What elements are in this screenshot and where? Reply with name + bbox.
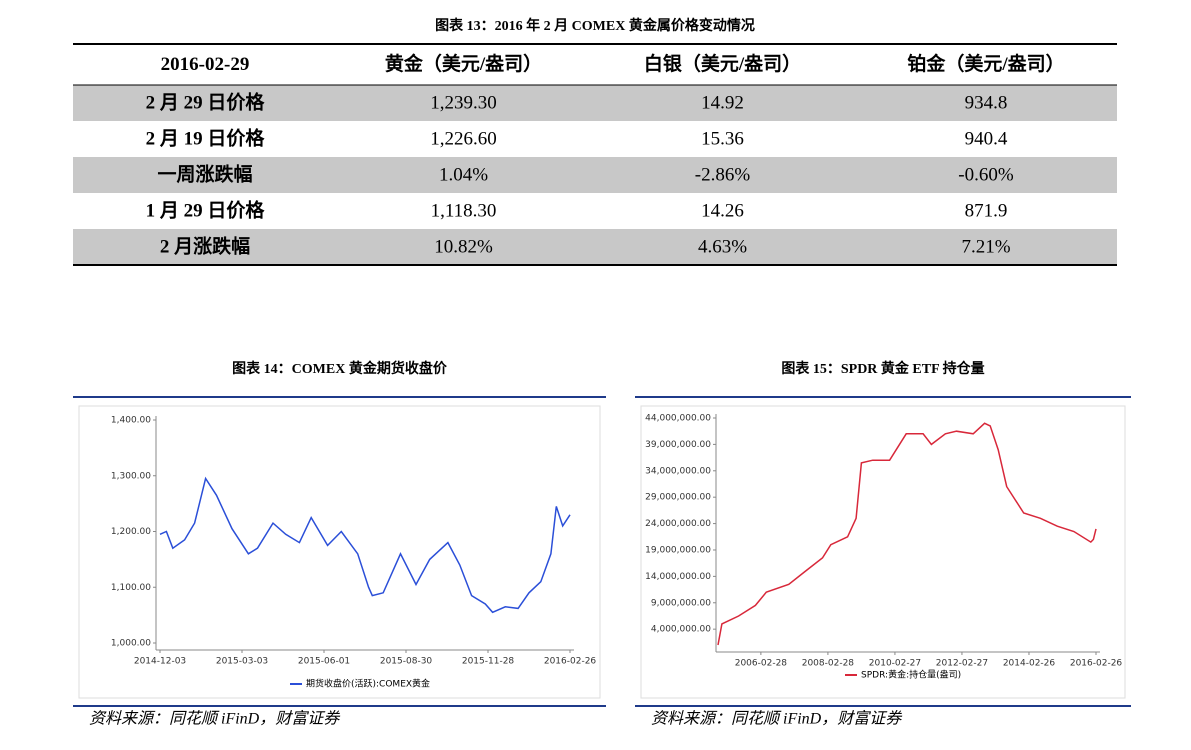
table-cell: 1 月 29 日价格 — [146, 198, 266, 221]
y-tick-label: 1,000.00 — [111, 639, 151, 649]
x-tick-label: 2008-02-28 — [802, 659, 855, 669]
table-cell: -2.86% — [695, 164, 751, 185]
series-line — [159, 476, 571, 614]
y-tick-label: 1,400.00 — [111, 416, 151, 426]
y-tick-label: 14,000,000.00 — [645, 572, 711, 582]
legend-label: SPDR:黄金:持仓量(盎司) — [861, 669, 961, 681]
table-title: 图表 13：2016 年 2 月 COMEX 黄金属价格变动情况 — [435, 17, 755, 34]
legend-label: 期货收盘价(活跃):COMEX黄金 — [306, 678, 430, 690]
y-tick-label: 44,000,000.00 — [645, 414, 711, 424]
y-tick-label: 1,300.00 — [111, 471, 151, 481]
table-cell: 2 月涨跌幅 — [160, 234, 250, 257]
table-cell: 934.8 — [965, 92, 1008, 113]
x-tick-label: 2006-02-28 — [735, 659, 788, 669]
table-cell: 1,239.30 — [430, 92, 497, 113]
table-cell: 10.82% — [434, 236, 493, 257]
row-shade — [73, 85, 1117, 121]
chart-frame — [640, 405, 1126, 699]
table-cell: 871.9 — [965, 200, 1008, 221]
row-shade — [73, 157, 1117, 193]
chart-frame — [78, 405, 601, 699]
y-tick-label: 9,000,000.00 — [651, 598, 711, 608]
y-tick-label: 19,000,000.00 — [645, 545, 711, 555]
table-cell: 1,226.60 — [430, 128, 497, 149]
chart-title: 图表 15：SPDR 黄金 ETF 持仓量 — [781, 360, 984, 377]
chart-title: 图表 14：COMEX 黄金期货收盘价 — [232, 360, 448, 377]
table-cell: 2 月 19 日价格 — [146, 126, 266, 149]
series-line — [717, 422, 1097, 646]
table-cell: 2 月 29 日价格 — [146, 90, 266, 113]
x-tick-label: 2015-06-01 — [298, 657, 350, 667]
table-cell: 14.92 — [701, 92, 744, 113]
y-tick-label: 24,000,000.00 — [645, 519, 711, 529]
x-tick-label: 2010-02-27 — [869, 659, 921, 669]
header-cell: 铂金（美元/盎司） — [907, 52, 1064, 75]
x-tick-label: 2012-02-27 — [936, 659, 988, 669]
y-tick-label: 34,000,000.00 — [645, 466, 711, 476]
y-tick-label: 1,200.00 — [111, 527, 151, 537]
header-cell: 白银（美元/盎司） — [644, 52, 801, 75]
source-note: 资料来源：同花顺 iFinD，财富证券 — [651, 710, 903, 728]
table-cell: 940.4 — [965, 128, 1008, 149]
x-tick-label: 2016-02-26 — [544, 657, 597, 667]
x-tick-label: 2015-11-28 — [462, 657, 515, 667]
y-tick-label: 4,000,000.00 — [651, 625, 711, 635]
y-tick-label: 39,000,000.00 — [645, 440, 711, 450]
table-cell: 14.26 — [701, 200, 744, 221]
y-tick-label: 1,100.00 — [111, 583, 151, 593]
table-cell: 1,118.30 — [431, 200, 497, 221]
x-tick-label: 2015-03-03 — [216, 657, 268, 667]
table-cell: 7.21% — [961, 236, 1010, 257]
x-tick-label: 2014-02-26 — [1003, 659, 1056, 669]
table-cell: 4.63% — [698, 236, 747, 257]
x-tick-label: 2015-08-30 — [380, 657, 433, 667]
table-cell: 15.36 — [701, 128, 744, 149]
source-note: 资料来源：同花顺 iFinD，财富证券 — [89, 710, 341, 728]
x-tick-label: 2014-12-03 — [134, 657, 186, 667]
header-cell: 2016-02-29 — [161, 54, 250, 75]
header-cell: 黄金（美元/盎司） — [385, 52, 542, 75]
row-shade — [73, 229, 1117, 265]
x-tick-label: 2016-02-26 — [1070, 659, 1123, 669]
table-cell: -0.60% — [958, 164, 1014, 185]
table-cell: 1.04% — [439, 164, 488, 185]
y-tick-label: 29,000,000.00 — [645, 493, 711, 503]
table-cell: 一周涨跌幅 — [157, 162, 252, 185]
